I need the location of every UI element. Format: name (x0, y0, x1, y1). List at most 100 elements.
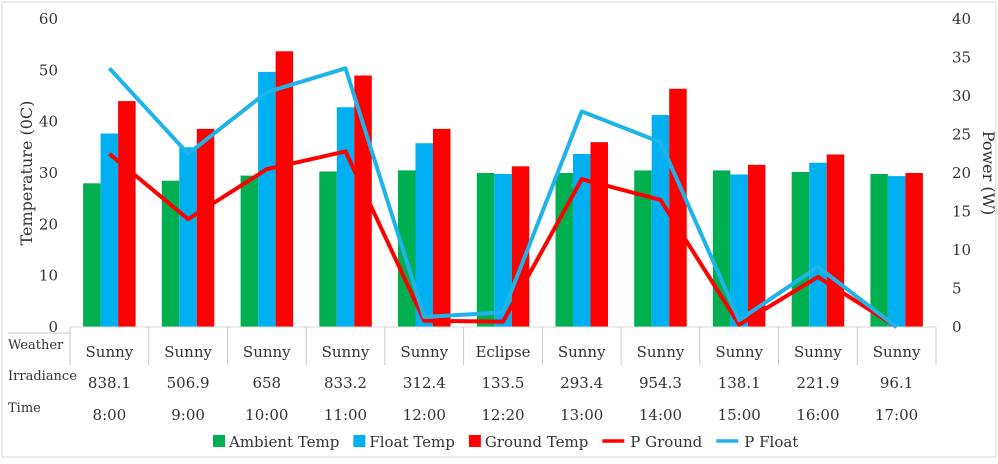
bar-float-temp (573, 154, 591, 327)
bar-float-temp (100, 133, 119, 327)
y-tick-label: 30 (39, 164, 58, 182)
line-p-float (107, 66, 898, 329)
bar-ground-temp (196, 128, 215, 327)
legend-swatch (468, 435, 481, 447)
bar-ground-temp (590, 142, 608, 327)
bar-ambient-temp (83, 183, 101, 327)
bar-ground-temp (905, 173, 923, 327)
table-cell: 11:00 (324, 406, 367, 424)
y2-tick-label: 30 (952, 87, 971, 105)
bar-float-temp (258, 71, 276, 328)
table-cell: 221.9 (796, 374, 839, 392)
table-cell: 15:00 (718, 406, 761, 424)
data-table: Weather Sunny Sunny Sunny Sunny Sunny Eclipse S… (8, 327, 937, 424)
line-p-ground (108, 149, 898, 329)
table-cell: 9:00 (171, 406, 205, 424)
bar-ambient-temp (555, 173, 573, 327)
table-cell: 506.9 (167, 374, 210, 392)
table-cell: Sunny (164, 343, 212, 361)
legend-label: P Float (744, 433, 798, 451)
bar-float-temp (809, 162, 827, 327)
y-tick-label: 50 (39, 61, 58, 79)
y-tick-label: 10 (39, 267, 58, 285)
table-cell: 954.3 (639, 374, 682, 392)
table-row-label: Weather (8, 338, 64, 353)
bar-ambient-temp (240, 175, 259, 327)
table-cell: Sunny (86, 343, 134, 361)
table-cell: Sunny (794, 343, 842, 361)
table-cell: 12:00 (403, 406, 446, 424)
y2-tick-label: 0 (952, 318, 962, 336)
table-cell: 293.4 (560, 374, 603, 392)
table-cell: 17:00 (875, 406, 918, 424)
table-cell: 96.1 (880, 374, 913, 392)
y2-tick-label: 10 (952, 241, 971, 259)
table-row-label: Time (8, 401, 41, 416)
table-cell: Sunny (715, 343, 763, 361)
bar-ground-temp (669, 88, 687, 327)
y2-tick-label: 40 (952, 10, 971, 28)
table-cell: 658 (252, 374, 281, 392)
bar-ambient-temp (161, 180, 180, 327)
bar-float-temp (415, 143, 433, 327)
bar-ground-temp (118, 101, 136, 327)
y-tick-label: 60 (39, 10, 58, 28)
bar-float-temp (887, 176, 906, 327)
legend-swatch (353, 435, 366, 447)
table-cell: 8:00 (93, 406, 127, 424)
table-cell: 14:00 (639, 406, 682, 424)
table-cell: Sunny (243, 343, 291, 361)
table-cell: Eclipse (475, 343, 530, 361)
bar-ground-temp (826, 154, 845, 327)
table-cell: Sunny (400, 343, 448, 361)
legend-swatch (213, 435, 225, 447)
y-axis-right: 0 5 10 15 20 25 30 35 40 (952, 10, 971, 336)
bar-ambient-temp (791, 172, 810, 327)
y-axis-left: 0 10 20 30 40 50 60 (39, 10, 58, 336)
y2-tick-label: 25 (952, 126, 971, 144)
y-tick-label: 40 (39, 113, 58, 131)
table-cell: 138.1 (718, 374, 761, 392)
bar-ground-temp (511, 166, 530, 327)
table-cell: Sunny (637, 343, 685, 361)
table-cell: Sunny (322, 343, 370, 361)
legend-label: P Ground (630, 433, 702, 451)
bar-ground-temp (433, 128, 451, 327)
legend-label: Ambient Temp (228, 433, 339, 451)
bar-float-temp (730, 174, 748, 327)
table-cell: 133.5 (482, 374, 525, 392)
table-cell: 312.4 (403, 374, 446, 392)
bar-ambient-temp (870, 174, 888, 327)
y2-tick-label: 5 (952, 280, 962, 298)
bar-float-temp (179, 147, 197, 327)
y2-tick-label: 20 (952, 164, 971, 182)
table-cell: 10:00 (245, 406, 288, 424)
table-row-label: Irradiance (8, 369, 77, 384)
y2-tick-label: 15 (952, 203, 971, 221)
y2-tick-label: 35 (952, 49, 971, 67)
bar-float-temp (336, 107, 355, 327)
line-series (107, 66, 898, 329)
legend-label: Ground Temp (485, 433, 588, 451)
table-cell: 16:00 (796, 406, 839, 424)
bar-ground-temp (747, 164, 766, 327)
legend-label: Float Temp (369, 433, 455, 451)
y2-axis-title: Power (W) (979, 131, 998, 216)
table-cell: 833.2 (324, 374, 367, 392)
y-axis-title: Temperature (0C) (17, 101, 36, 246)
bar-float-temp (651, 115, 670, 327)
bar-series (70, 51, 936, 328)
table-cell: Sunny (558, 343, 606, 361)
table-cell: 13:00 (560, 406, 603, 424)
bar-ground-temp (275, 51, 294, 328)
table-cell: 838.1 (88, 374, 131, 392)
table-cell: Sunny (873, 343, 921, 361)
bar-ambient-temp (476, 173, 495, 327)
bar-ambient-temp (319, 171, 337, 327)
legend: Ambient Temp Float Temp Ground Temp P Groun… (213, 433, 798, 451)
bar-float-temp (494, 174, 512, 327)
bar-ambient-temp (634, 170, 652, 327)
table-cell: 12:20 (481, 406, 524, 424)
y-tick-label: 0 (48, 318, 58, 336)
